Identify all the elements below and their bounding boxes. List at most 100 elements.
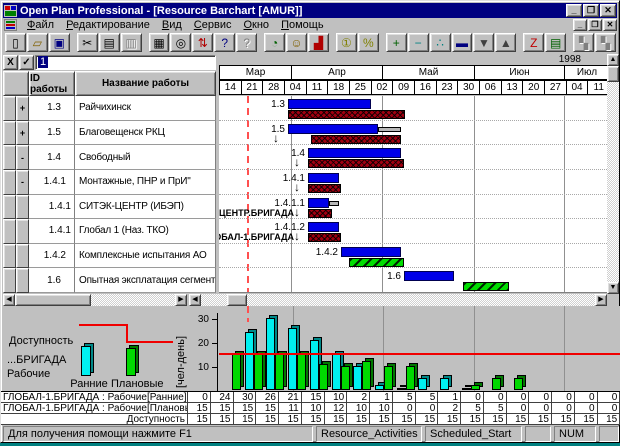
expand-toggle[interactable] [16, 219, 29, 244]
early-dates-bar[interactable] [308, 172, 339, 183]
move-down-button[interactable]: ▼ [473, 33, 495, 52]
histogram-view-button[interactable]: ▟ [307, 33, 329, 52]
gantt-vertical-scrollbar[interactable]: ▲ ▼ [607, 54, 619, 294]
menu-item-Файл[interactable]: Файл [27, 19, 55, 31]
help-button[interactable]: ? [214, 33, 236, 52]
baseline-bar[interactable] [308, 159, 404, 169]
baseline-bar[interactable] [308, 233, 341, 243]
expand-toggle[interactable] [16, 268, 29, 293]
expand-toggle[interactable]: - [16, 169, 29, 195]
menu-item-Помощь[interactable]: Помощь [281, 19, 324, 31]
menu-item-Вид[interactable]: Вид [161, 19, 182, 31]
title-bar: Open Plan Professional - [Resource Barch… [3, 3, 617, 18]
early-dates-bar[interactable] [288, 99, 371, 109]
table-row[interactable]: +1.3 Райчихинск [3, 96, 216, 121]
resource-analysis-button[interactable]: ☺ [286, 33, 307, 52]
row-selector[interactable] [3, 268, 16, 293]
early-dates-bar[interactable] [308, 222, 339, 233]
new-document-button[interactable]: ▯ [5, 33, 26, 52]
menu-item-Сервис[interactable]: Сервис [193, 19, 232, 31]
early-dates-bar[interactable] [308, 197, 329, 208]
scroll-left-icon[interactable]: ◀ [3, 294, 15, 306]
baseline-bar[interactable] [308, 208, 332, 218]
add-activity-button[interactable]: + [385, 33, 407, 52]
table-row[interactable]: 1.6 Опытная эксплатация сегмента [3, 268, 216, 293]
scroll-right-icon[interactable]: ▶ [595, 294, 607, 306]
delete-activity-icon: − [414, 35, 422, 50]
scroll-left-icon[interactable]: ◀ [189, 294, 201, 306]
early-dates-bar[interactable] [341, 246, 401, 257]
print-preview-button[interactable]: ◎ [170, 33, 192, 52]
cut-button[interactable]: ✂ [76, 33, 98, 52]
print-button[interactable]: ▦ [148, 33, 170, 52]
minimize-icon[interactable]: _ [566, 4, 582, 17]
table-horizontal-scrollbar[interactable]: ◀ ▶ [3, 294, 187, 306]
row-selector[interactable] [3, 96, 16, 121]
menu-item-Окно[interactable]: Окно [243, 19, 270, 31]
document-icon[interactable] [4, 19, 17, 31]
row-selector[interactable] [3, 194, 16, 220]
table-scroll-thumb[interactable] [15, 294, 91, 306]
child-minimize-icon[interactable]: _ [573, 19, 587, 31]
update-schedule-button[interactable]: ⇅ [192, 33, 214, 52]
expand-toggle[interactable] [16, 194, 29, 220]
expand-toggle[interactable]: - [16, 145, 29, 170]
cancel-edit-button[interactable]: X [3, 54, 18, 70]
table-row[interactable]: -1.4 Свободный [3, 145, 216, 170]
percent-complete-button[interactable]: % [357, 33, 379, 52]
close-icon[interactable]: ✕ [600, 4, 616, 17]
screen-view-button[interactable]: ▤ [545, 33, 567, 52]
table-row[interactable]: 1.4.2 Комплексные испытания АО [3, 243, 216, 269]
child-restore-icon[interactable]: ❐ [588, 19, 602, 31]
table-row[interactable]: 1.4.1 Глобал 1 (Наз. ТКО) [3, 219, 216, 244]
resource-sub-label: Рабочие [7, 368, 51, 380]
expand-toggle[interactable] [16, 243, 29, 269]
early-dates-bar[interactable] [288, 123, 378, 134]
availability-step-line [79, 324, 128, 326]
app-icon[interactable] [4, 4, 17, 17]
baseline-bar[interactable] [308, 183, 341, 193]
baseline-bar[interactable] [311, 134, 401, 144]
delete-activity-button[interactable]: − [407, 33, 429, 52]
progress-bar[interactable] [463, 282, 509, 292]
early-dates-bar[interactable] [308, 148, 401, 159]
tool-extra-2-button: ▚ [595, 33, 616, 52]
move-up-button[interactable]: ▲ [495, 33, 517, 52]
table-row[interactable]: +1.5 Благовещенск РКЦ [3, 120, 216, 146]
progress-bar[interactable] [349, 257, 404, 267]
resource-value-cell: 15 [233, 403, 257, 414]
edit-input[interactable]: 1 [35, 54, 216, 70]
scroll-down-icon[interactable]: ▼ [607, 282, 619, 294]
scroll-right-icon[interactable]: ▶ [175, 294, 187, 306]
row-selector[interactable] [3, 219, 16, 244]
zigzag-view-button[interactable]: Z [523, 33, 545, 52]
float-bar[interactable] [378, 126, 401, 132]
row-selector[interactable] [3, 145, 16, 170]
copy-button[interactable]: ▤ [98, 33, 120, 52]
resource-value-cell: 15 [597, 414, 620, 425]
float-bar[interactable] [329, 200, 339, 206]
unlink-activities-button[interactable]: ▬ [451, 33, 473, 52]
expand-toggle[interactable]: + [16, 120, 29, 146]
save-button[interactable]: ▣ [48, 33, 70, 52]
table-row[interactable]: -1.4.1 Монтажные, ПНР и ПрИ" [3, 169, 216, 195]
row-selector[interactable] [3, 243, 16, 269]
accept-edit-button[interactable]: ✓ [19, 54, 34, 70]
time-analysis-button[interactable]: ◔ [264, 33, 286, 52]
row-selector[interactable] [3, 169, 16, 195]
baseline-bar[interactable] [288, 110, 405, 119]
menu-item-Редактирование[interactable]: Редактирование [66, 19, 150, 31]
table-row[interactable]: 1.4.1 СИТЭК-ЦЕНТР (ИБЭП) [3, 194, 216, 220]
scroll-up-icon[interactable]: ▲ [607, 54, 619, 66]
link-activities-button[interactable]: ∴ [429, 33, 451, 52]
cost-button[interactable]: ① [335, 33, 357, 52]
early-dates-bar[interactable] [404, 271, 454, 282]
gantt-horizontal-scrollbar[interactable]: ◀ ▶ [189, 294, 607, 306]
open-folder-button[interactable]: ▱ [26, 33, 48, 52]
restore-icon[interactable]: ❐ [583, 4, 599, 17]
vertical-scroll-thumb[interactable] [607, 66, 619, 82]
gantt-scroll-thumb[interactable] [227, 294, 247, 306]
child-close-icon[interactable]: ✕ [603, 19, 617, 31]
expand-toggle[interactable]: + [16, 96, 29, 121]
row-selector[interactable] [3, 120, 16, 146]
